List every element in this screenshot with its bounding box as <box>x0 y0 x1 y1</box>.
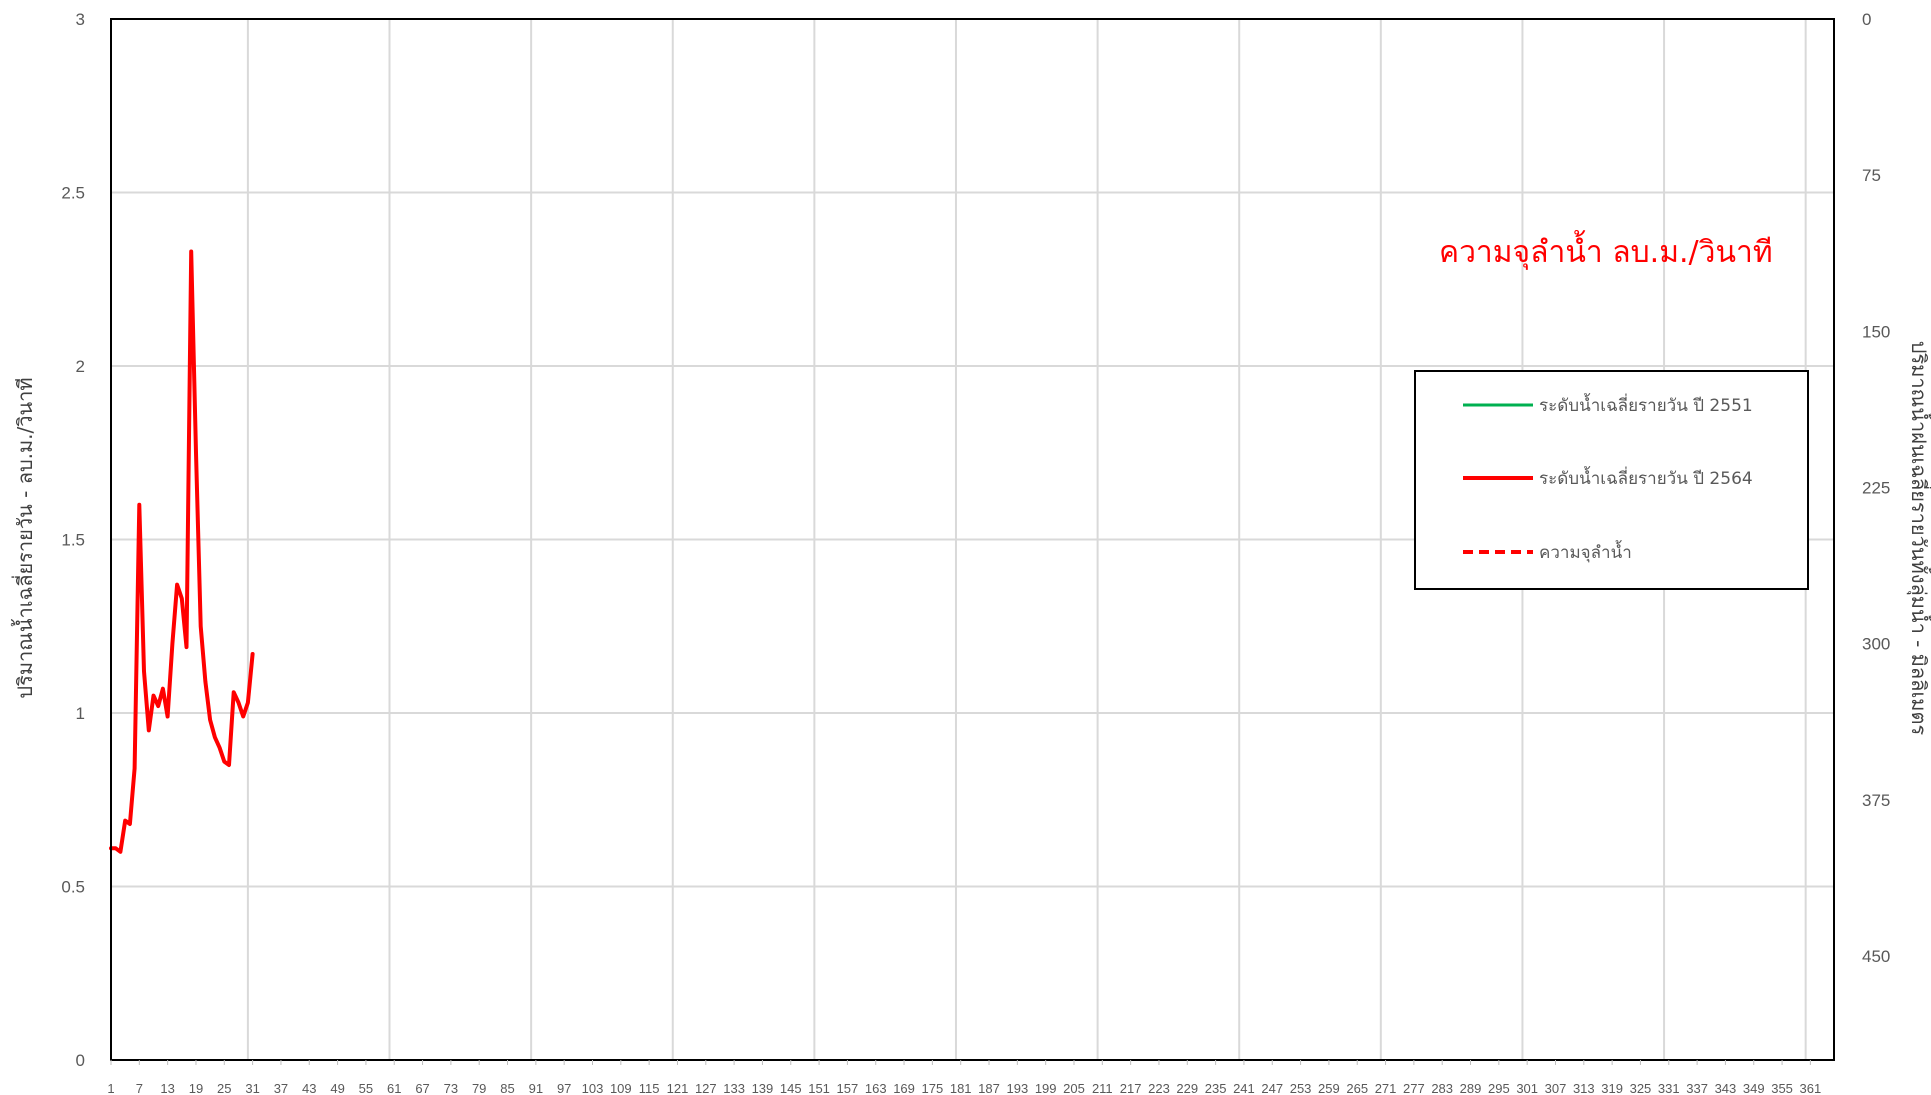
x-tick-label: 307 <box>1545 1081 1567 1095</box>
left-tick-label: 0 <box>76 1051 85 1070</box>
left-y-axis: 0 0.5 1 1.5 2 2.5 3 <box>61 10 85 1070</box>
x-tick-label: 277 <box>1403 1081 1425 1095</box>
x-tick-label: 193 <box>1006 1081 1028 1095</box>
right-y-axis: 0 75 150 225 300 375 450 <box>1862 10 1890 966</box>
x-tick-label: 121 <box>667 1081 689 1095</box>
x-tick-label: 247 <box>1261 1081 1283 1095</box>
x-tick-label: 85 <box>500 1081 514 1095</box>
x-tick-label: 205 <box>1063 1081 1085 1095</box>
right-tick-label: 75 <box>1862 166 1881 185</box>
x-tick-label: 343 <box>1715 1081 1737 1095</box>
x-tick-label: 175 <box>922 1081 944 1095</box>
x-tick-label: 127 <box>695 1081 717 1095</box>
x-tick-label: 1 <box>107 1081 114 1095</box>
x-tick-label: 337 <box>1686 1081 1708 1095</box>
x-tick-label: 7 <box>136 1081 143 1095</box>
plot-area-border <box>110 18 1835 1061</box>
x-tick-label: 61 <box>387 1081 401 1095</box>
x-tick-label: 235 <box>1205 1081 1227 1095</box>
x-tick-label: 289 <box>1460 1081 1482 1095</box>
right-tick-label: 225 <box>1862 478 1890 497</box>
right-axis-title: ปริมาณน้ำฝนเฉลี่ยรายวันทั้งลุ่มน้ำ - มิล… <box>1906 341 1931 736</box>
x-tick-label: 115 <box>639 1081 660 1095</box>
x-tick-label: 133 <box>723 1081 745 1095</box>
legend-label-2551: ระดับน้ำเฉลี่ยรายวัน ปี 2551 <box>1539 393 1753 416</box>
x-tick-label: 301 <box>1516 1081 1538 1095</box>
left-axis-title: ปริมาณน้ำเฉลี่ยรายวัน - ลบ.ม./วินาที <box>11 377 37 698</box>
x-tick-label: 67 <box>415 1081 429 1095</box>
left-tick-label: 1 <box>76 704 85 723</box>
right-tick-label: 150 <box>1862 322 1890 341</box>
x-tick-label: 313 <box>1573 1081 1595 1095</box>
series-line-1 <box>109 249 255 854</box>
x-tick-label: 43 <box>302 1081 316 1095</box>
x-tick-label: 103 <box>582 1081 604 1095</box>
legend-label-capacity: ความจุลำน้ำ <box>1539 540 1632 563</box>
right-tick-label: 300 <box>1862 635 1890 654</box>
x-tick-label: 163 <box>865 1081 887 1095</box>
x-tick-label: 49 <box>330 1081 344 1095</box>
x-tick-label: 181 <box>950 1081 972 1095</box>
x-tick-label: 169 <box>893 1081 915 1095</box>
x-tick-label: 139 <box>752 1081 774 1095</box>
legend-label-2564: ระดับน้ำเฉลี่ยรายวัน ปี 2564 <box>1539 466 1753 489</box>
right-tick-label: 450 <box>1862 947 1890 966</box>
x-tick-label: 25 <box>217 1081 231 1095</box>
left-tick-label: 2 <box>76 357 85 376</box>
x-tick-label: 349 <box>1743 1081 1765 1095</box>
right-tick-label: 375 <box>1862 791 1890 810</box>
x-tick-label: 55 <box>359 1081 373 1095</box>
x-tick-label: 157 <box>837 1081 859 1095</box>
x-tick-label: 13 <box>160 1081 174 1095</box>
x-axis: 1 7 13 19 25 31 37 43 49 55 61 67 73 79 85 91 97 103 109 11… <box>107 1060 1821 1095</box>
x-tick-label: 91 <box>529 1081 543 1095</box>
x-tick-label: 331 <box>1658 1081 1680 1095</box>
x-tick-label: 145 <box>780 1081 802 1095</box>
x-tick-label: 361 <box>1800 1081 1822 1095</box>
x-tick-label: 97 <box>557 1081 571 1095</box>
x-tick-label: 151 <box>808 1081 830 1095</box>
x-tick-label: 217 <box>1120 1081 1142 1095</box>
x-tick-label: 199 <box>1035 1081 1057 1095</box>
x-tick-label: 295 <box>1488 1081 1510 1095</box>
x-tick-label: 241 <box>1233 1081 1255 1095</box>
left-tick-label: 1.5 <box>61 531 85 550</box>
x-tick-label: 31 <box>245 1081 259 1095</box>
x-tick-label: 19 <box>189 1081 203 1095</box>
x-tick-label: 325 <box>1630 1081 1652 1095</box>
x-tick-label: 259 <box>1318 1081 1340 1095</box>
x-tick-label: 283 <box>1431 1081 1453 1095</box>
x-tick-label: 355 <box>1771 1081 1793 1095</box>
left-tick-label: 0.5 <box>61 878 85 897</box>
left-tick-label: 3 <box>76 10 85 29</box>
legend: ระดับน้ำเฉลี่ยรายวัน ปี 2551 ระดับน้ำเฉล… <box>1414 370 1809 590</box>
x-tick-label: 109 <box>610 1081 632 1095</box>
x-tick-label: 253 <box>1290 1081 1312 1095</box>
x-tick-label: 319 <box>1601 1081 1623 1095</box>
x-tick-label: 223 <box>1148 1081 1170 1095</box>
x-tick-label: 271 <box>1375 1081 1397 1095</box>
left-tick-label: 2.5 <box>61 184 85 203</box>
x-tick-label: 37 <box>274 1081 288 1095</box>
x-tick-label: 229 <box>1176 1081 1198 1095</box>
x-tick-label: 79 <box>472 1081 486 1095</box>
x-tick-label: 265 <box>1346 1081 1368 1095</box>
x-tick-label: 211 <box>1092 1081 1113 1095</box>
capacity-annotation: ความจุลำน้ำ ลบ.ม./วินาที <box>1439 230 1773 271</box>
right-tick-label: 0 <box>1862 10 1871 29</box>
series-layer <box>109 249 255 854</box>
x-tick-label: 73 <box>444 1081 458 1095</box>
x-tick-label: 187 <box>978 1081 1000 1095</box>
